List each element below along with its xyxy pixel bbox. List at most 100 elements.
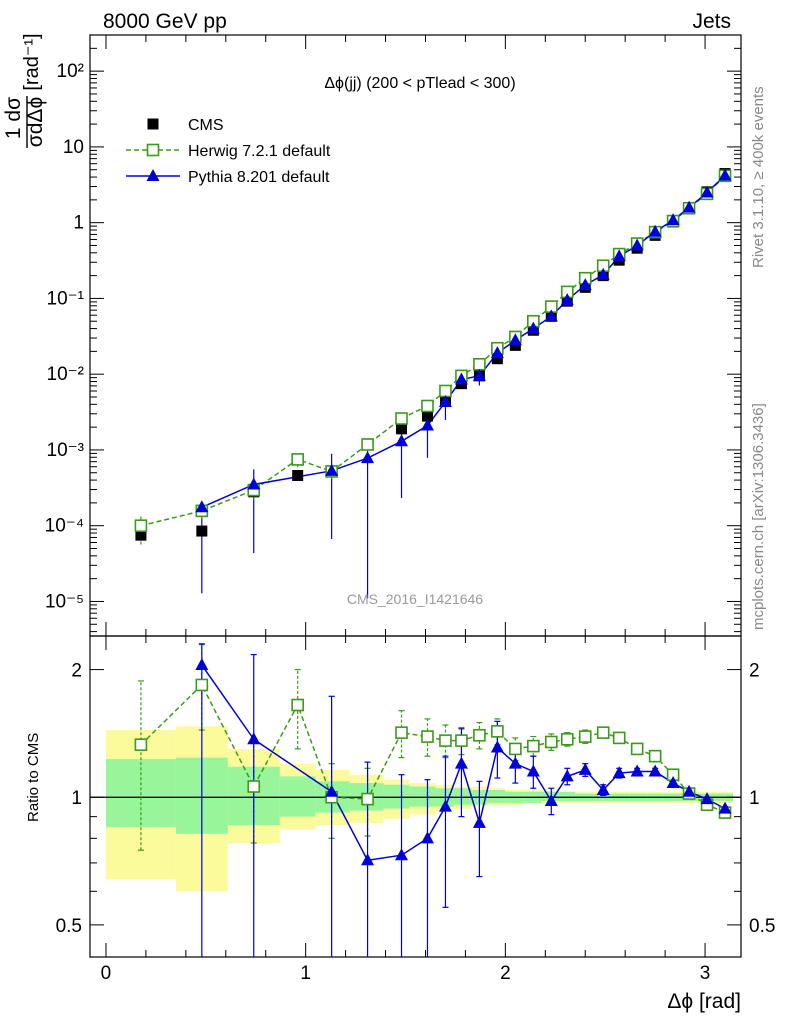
main-y-axis-label-numerator: 1 dσ [2, 97, 25, 139]
herwig-data-point [473, 358, 486, 371]
pythia-ratio-point [395, 848, 409, 861]
ratio-band-inner [559, 791, 576, 801]
herwig-data-point [395, 412, 408, 425]
herwig-data-point [134, 519, 148, 533]
main-y-tick-label: 1 [73, 213, 84, 234]
pythia-data-point [544, 309, 558, 322]
pythia-data-point [472, 368, 486, 381]
main-y-axis-label-unit: [rad⁻¹] [21, 33, 43, 90]
axes: 10⁻⁵ 10⁻⁴ 10⁻³ 10⁻² 10⁻¹ 1 10 10² 0 1 2 3 0.5 0.5 1 1 2 2 [45, 34, 775, 984]
main-y-axis-label: 1 dσ σdΔϕ [rad⁻¹] [2, 33, 47, 148]
pythia-ratio-point [648, 764, 662, 777]
main-y-tick-label: 10⁻⁵ [45, 591, 84, 612]
legend-marker [147, 118, 159, 130]
pythia-ratio-point [666, 776, 680, 789]
watermark-label: CMS_2016_I1421646 [347, 591, 483, 607]
ratio-plot-frame [89, 635, 742, 958]
pythia-data-point [718, 168, 732, 181]
legend-marker [146, 169, 160, 181]
legend-entry-label: CMS [188, 117, 224, 134]
ratio-band-inner [453, 788, 472, 805]
main-y-tick-label: 10² [57, 61, 84, 82]
pythia-ratio-point [438, 799, 452, 812]
herwig-ratio-point [439, 734, 452, 747]
herwig-ratio-point [648, 749, 662, 763]
mcplots-side-label: mcplots.cern.ch [arXiv:1306.3436] [750, 403, 767, 630]
herwig-ratio-point [361, 792, 374, 806]
pythia-data-point [361, 451, 375, 464]
cms-data-point [509, 339, 521, 351]
pythia-ratio-point [454, 756, 468, 769]
legend-marker [146, 143, 160, 157]
pythia-data-point [490, 346, 504, 359]
cms-data-point [396, 423, 408, 435]
pythia-data-point [596, 267, 610, 280]
header-right-label: Jets [692, 10, 731, 33]
text-labels: 8000 GeV pp Jets Δϕ(jj) (200 < pTlead < … [25, 10, 767, 1013]
main-y-tick-label: 10⁻³ [47, 440, 85, 461]
pythia-ratio-point [700, 792, 714, 805]
ratio-band-inner [487, 790, 506, 803]
pythia-data-point [666, 213, 680, 226]
herwig-ratio-point [578, 730, 592, 743]
pythia-data-point [195, 500, 209, 513]
pythia-data-point [682, 200, 696, 213]
header-left-label: 8000 GeV pp [103, 10, 227, 33]
pythia-data-point [508, 333, 522, 346]
ratio-x-tick-label: 3 [700, 963, 711, 984]
pythia-data-point [395, 434, 409, 447]
pythia-line [201, 174, 726, 508]
pythia-ratio-point [578, 762, 592, 775]
pythia-ratio-point [508, 756, 522, 769]
pythia-data-point [526, 321, 540, 334]
data-marks [134, 168, 732, 957]
herwig-ratio-point [455, 734, 468, 747]
pythia-data-point [325, 463, 339, 476]
rivet-side-label: Rivet 3.1.10, ≥ 400k events [750, 86, 767, 268]
legend-entry-label: Pythia 8.201 default [188, 169, 330, 186]
main-y-tick-label: 10 [63, 137, 84, 158]
pythia-ratio-point [361, 853, 375, 866]
ratio-x-tick-label: 2 [500, 963, 511, 984]
herwig-ratio-point [195, 678, 209, 692]
pythia-data-point [438, 394, 452, 407]
cms-data-point [292, 469, 304, 481]
ratio-y-tick-label-right: 1 [749, 788, 760, 809]
pythia-data-point [247, 477, 261, 490]
pythia-ratio-point [630, 764, 644, 777]
herwig-ratio-point [473, 728, 486, 742]
cms-data-point [421, 410, 433, 422]
herwig-ratio-point [247, 780, 261, 793]
herwig-ratio-point [291, 698, 304, 712]
herwig-ratio-point [544, 735, 558, 749]
pythia-ratio-point [526, 764, 540, 777]
pythia-ratio-point [560, 769, 574, 782]
herwig-data-point [439, 384, 452, 398]
ratio-x-tick-label: 1 [300, 963, 311, 984]
cms-data-point [491, 353, 503, 365]
herwig-ratio-point [491, 725, 504, 738]
legend: CMS Herwig 7.2.1 default Pythia 8.201 defa… [126, 117, 331, 186]
pythia-ratio-point [420, 831, 434, 844]
herwig-ratio-point [134, 738, 148, 752]
pythia-ratio-point [195, 658, 209, 671]
ratio-band-inner [409, 786, 436, 807]
herwig-data-point [361, 438, 374, 451]
pythia-ratio-point [596, 783, 610, 796]
cms-data-point [135, 529, 147, 541]
herwig-ratio-point [509, 742, 522, 756]
herwig-ratio-point [596, 726, 610, 739]
pythia-data-point [454, 372, 468, 385]
pythia-data-point [420, 418, 434, 431]
pythia-ratio-point [247, 732, 261, 745]
herwig-ratio-point [612, 731, 626, 745]
pythia-ratio-point [490, 740, 504, 753]
herwig-ratio-point [421, 730, 434, 743]
pythia-data-point [648, 224, 662, 237]
ratio-y-axis-label: Ratio to CMS [25, 733, 42, 822]
pythia-ratio-point [325, 784, 339, 797]
pythia-ratio-point [612, 766, 626, 779]
cms-data-point [196, 525, 208, 537]
main-plot-title: Δϕ(jj) (200 < pTlead < 300) [324, 75, 515, 92]
